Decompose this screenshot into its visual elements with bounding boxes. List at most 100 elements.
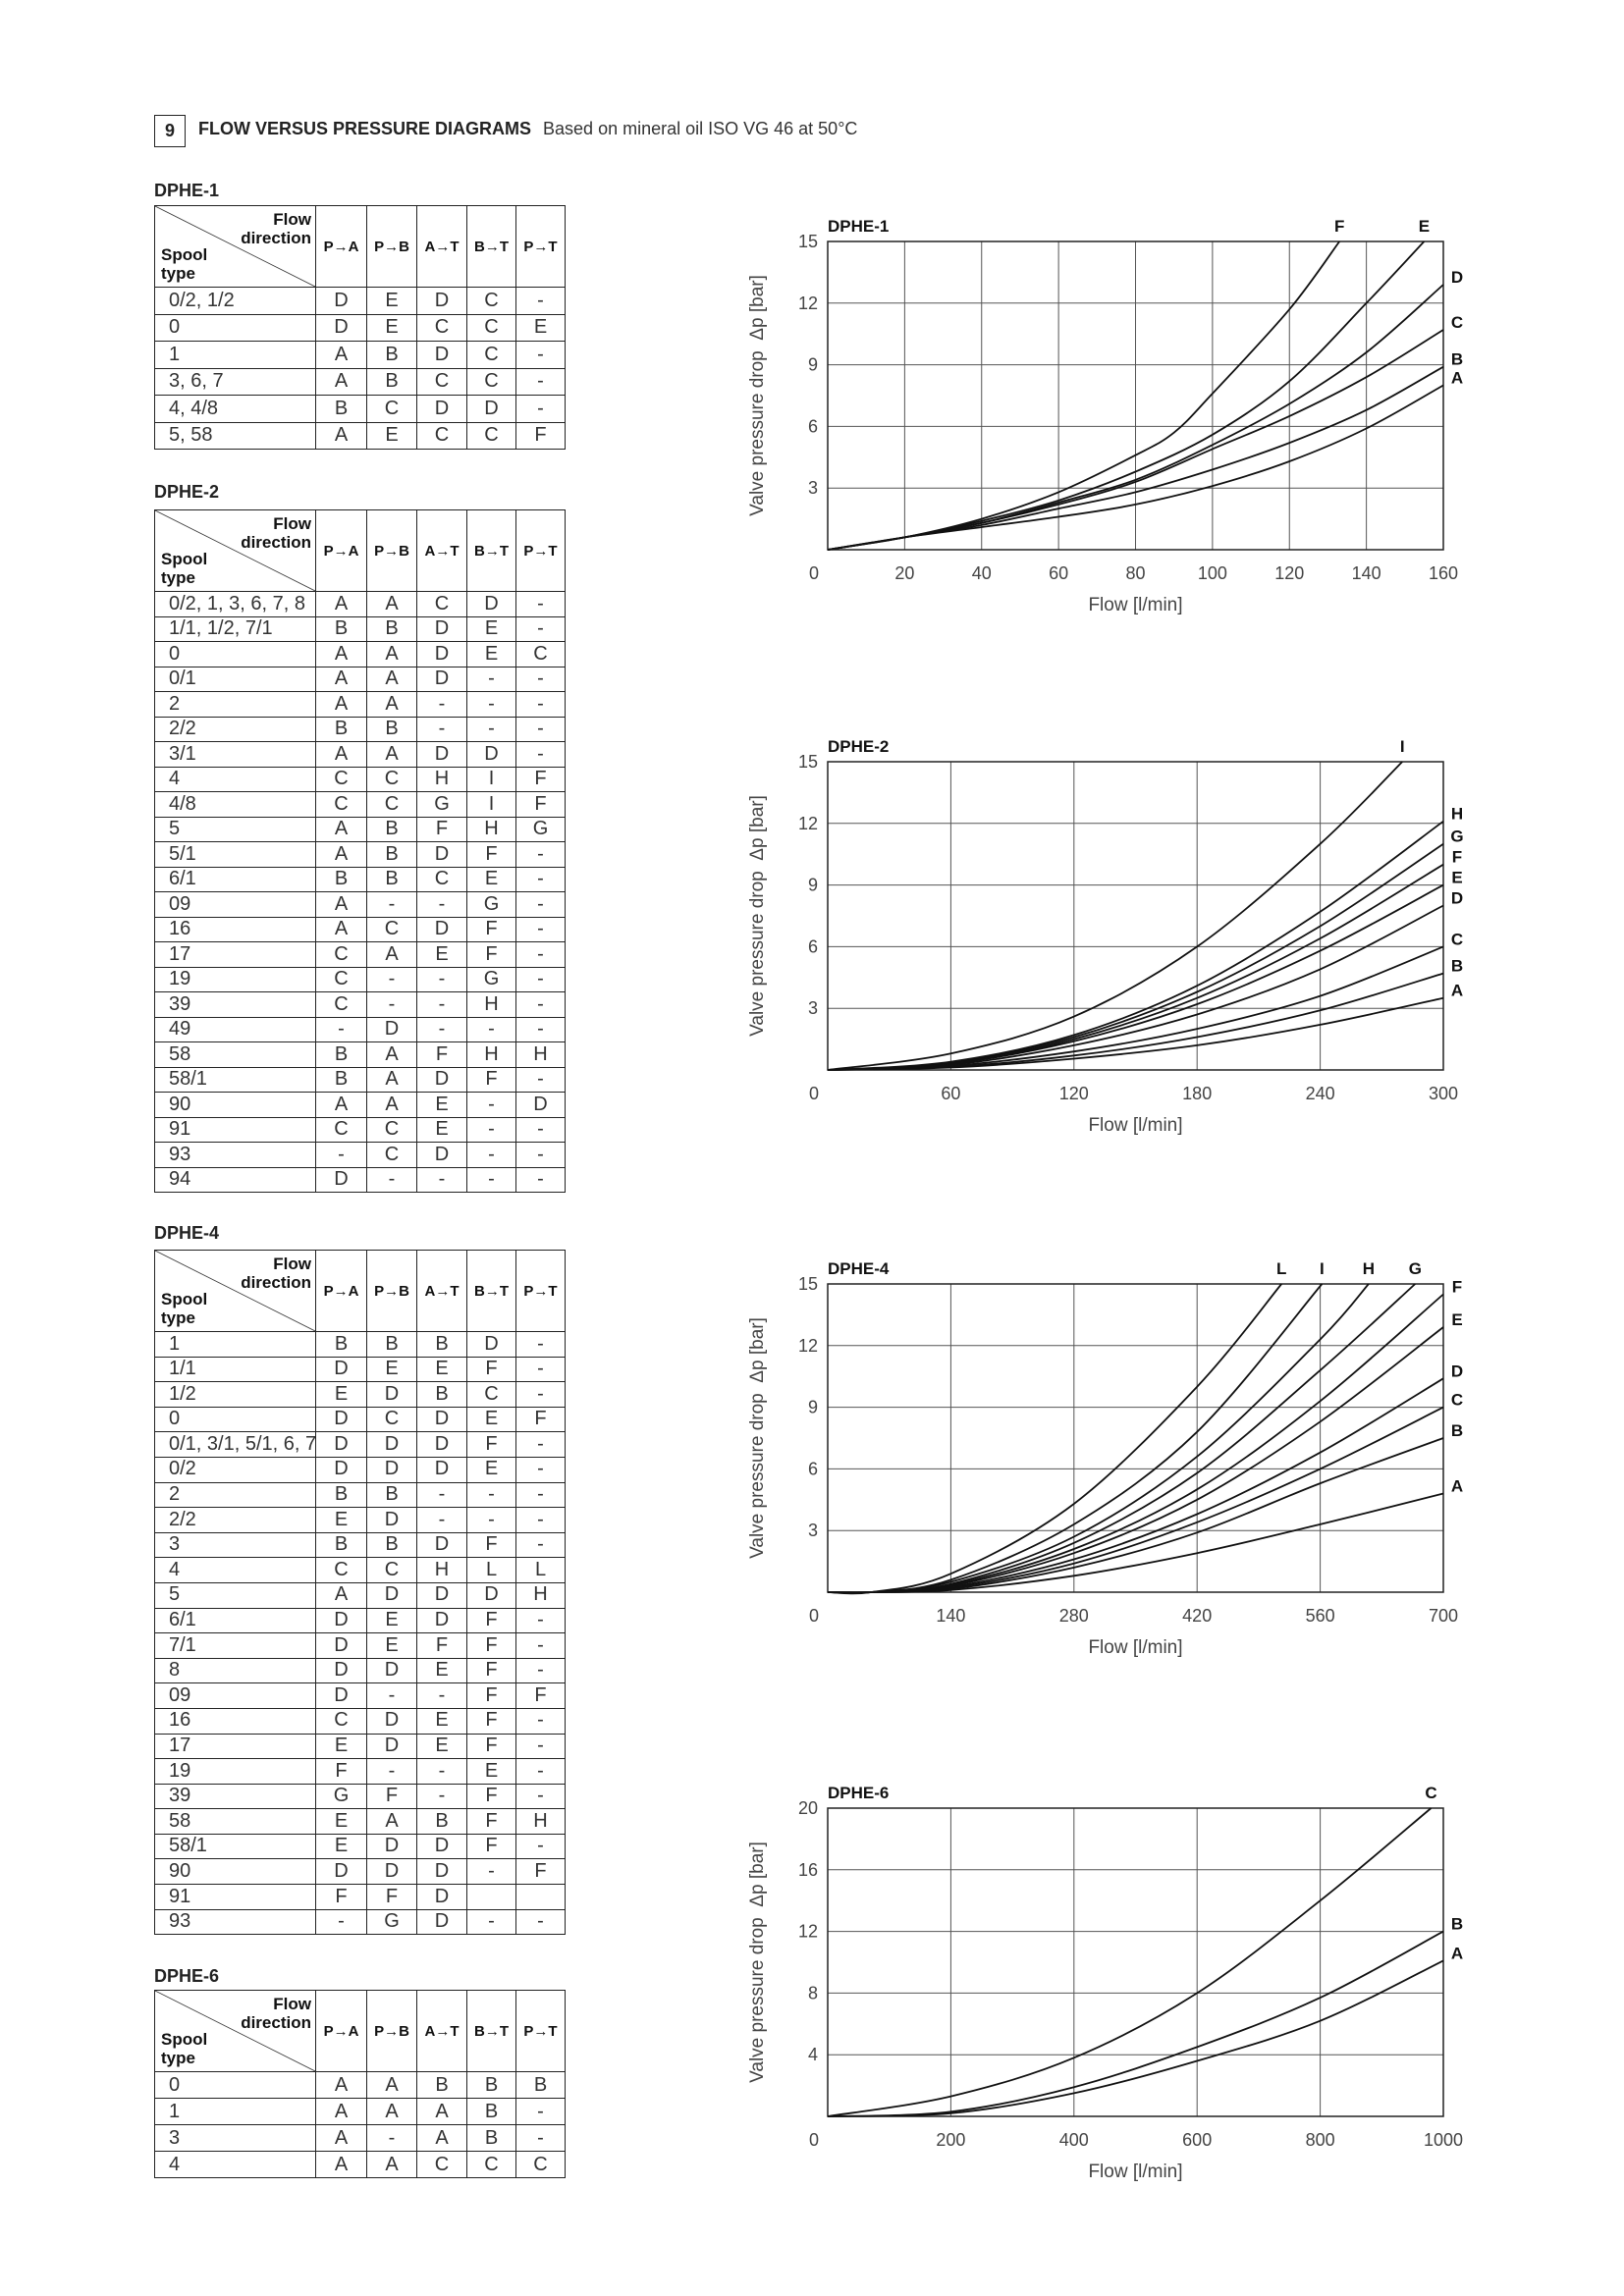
x-axis-label: Flow [l/min] [1088, 1115, 1182, 1135]
curve-cell: A [315, 1581, 367, 1609]
x-axis-label: Flow [l/min] [1088, 1637, 1182, 1657]
curve-label: G [1409, 1259, 1422, 1278]
curve-cell: - [515, 1783, 566, 1810]
curve-cell: H [466, 1041, 516, 1068]
curve-cell: B [416, 1381, 467, 1408]
chart-title: DPHE-2 [828, 737, 889, 756]
plot-frame [827, 1283, 1444, 1593]
curve-cell: D [366, 1381, 417, 1408]
x-tick-label: 140 [936, 1606, 965, 1626]
spool-type-cell: 49 [154, 1016, 316, 1042]
table-row: 90 A A E - D [154, 1092, 566, 1118]
curve-cell: C [416, 2151, 467, 2178]
curve-cell: B [366, 341, 417, 369]
curve-cell: H [466, 816, 516, 842]
section-number: 9 [154, 115, 186, 147]
table-row: 39 G F - F - [154, 1783, 566, 1810]
curve-cell: E [416, 941, 467, 968]
curve-cell: A [315, 891, 367, 918]
x-tick-label: 560 [1306, 1606, 1335, 1626]
spool-type-cell: 5 [154, 1581, 316, 1609]
curve-cell: D [466, 741, 516, 768]
curve-cell: D [315, 1607, 367, 1634]
curve-cell: D [315, 1431, 367, 1458]
curve-cell: A [366, 666, 417, 692]
diagonal-divider [155, 206, 315, 287]
curve-cell: - [466, 1507, 516, 1533]
table-title: DPHE-2 [154, 482, 220, 502]
curve-cell: D [366, 1707, 417, 1735]
curve-cell: A [315, 641, 367, 667]
diagonal-divider [155, 510, 315, 591]
curve-cell: - [515, 1607, 566, 1634]
curve-cell: C [466, 2151, 516, 2178]
curve-label: C [1451, 930, 1463, 948]
curve-cell: D [315, 287, 367, 315]
plot-frame [827, 1807, 1444, 2117]
curve-cell: - [466, 1142, 516, 1168]
curve-cell: C [416, 367, 467, 396]
curve-cell: - [515, 1833, 566, 1860]
curve-cell: D [515, 1092, 566, 1118]
curve-b [827, 1930, 1444, 2117]
curve-cell: - [515, 941, 566, 968]
curve-cell: L [466, 1557, 516, 1583]
curve-cell: - [515, 741, 566, 768]
x-axis-label: Flow [l/min] [1088, 2162, 1182, 2181]
spool-type-cell: 94 [154, 1166, 316, 1193]
column-header: A→T [416, 509, 467, 592]
spool-type-cell: 2/2 [154, 1507, 316, 1533]
x-tick-label: 60 [941, 1084, 960, 1103]
curve-label: F [1452, 1277, 1462, 1296]
curve-cell: E [366, 313, 417, 342]
spool-flow-table: Flow direction Spool type P→A P→B A→T B→T P→T 0… [154, 509, 566, 1193]
table-title: DPHE-1 [154, 181, 220, 200]
curve-cell: - [515, 1381, 566, 1408]
curve-cell: - [416, 891, 467, 918]
table-row: 4, 4/8 B C D D - [154, 395, 566, 423]
table-row: 7/1 D E F F - [154, 1632, 566, 1659]
curve-cell: A [315, 1092, 367, 1118]
curve-cell: - [315, 1016, 367, 1042]
curve-cell: D [416, 1908, 467, 1936]
curve-cell: C [366, 395, 417, 423]
curve-cell: D [315, 1356, 367, 1383]
column-header: B→T [466, 205, 516, 288]
table-row: 5, 58 A E C C F [154, 421, 566, 450]
column-header: A→T [416, 1250, 467, 1332]
curve-cell: E [366, 287, 417, 315]
curve-cell: - [515, 1707, 566, 1735]
curve-cell: D [315, 313, 367, 342]
curve-f [827, 240, 1340, 551]
curve-cell: G [366, 1908, 417, 1936]
curve-cell: A [416, 2124, 467, 2152]
curve-cell: D [466, 1331, 516, 1358]
curve-cell: A [366, 2098, 417, 2125]
curve-cell: B [366, 866, 417, 892]
table-row: 58 E A B F H [154, 1808, 566, 1835]
curve-cell: B [315, 866, 367, 892]
spool-type-cell: 58/1 [154, 1833, 316, 1860]
curve-cell: A [315, 916, 367, 942]
curve-cell: - [366, 991, 417, 1018]
flow-direction-label: Flow direction [241, 1995, 311, 2032]
curve-cell: B [416, 1331, 467, 1358]
table-row: 6/1 D E D F - [154, 1607, 566, 1634]
curve-cell: - [416, 691, 467, 718]
curve-cell: - [515, 716, 566, 742]
table-row: 6/1 B B C E - [154, 866, 566, 892]
curve-cell: C [416, 591, 467, 617]
curve-cell: C [416, 421, 467, 450]
y-axis-label: Valve pressure drop Δp [bar] [747, 1842, 768, 2083]
curve-cell: B [466, 2098, 516, 2125]
curve-cell: C [515, 2151, 566, 2178]
curve-cell: A [315, 2071, 367, 2099]
column-header: P→B [366, 509, 417, 592]
curve-cell: D [366, 1657, 417, 1684]
curve-cell: D [366, 1507, 417, 1533]
curve-cell: F [366, 1783, 417, 1810]
